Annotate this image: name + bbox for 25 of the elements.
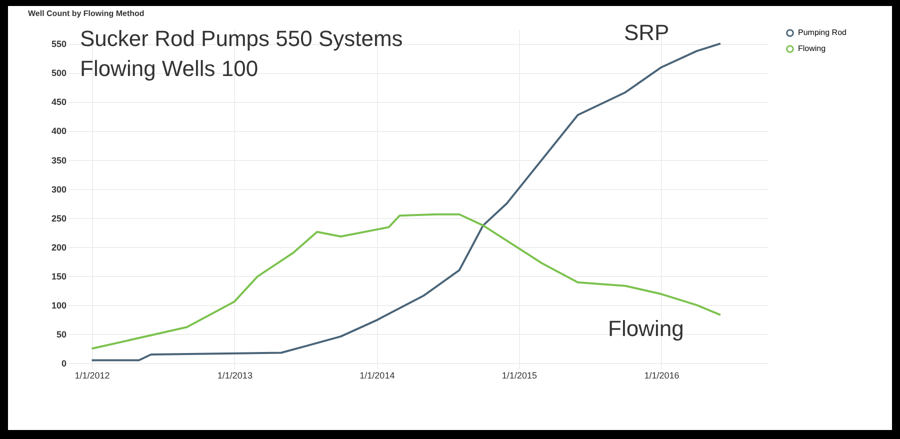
y-tick-label: 550 bbox=[51, 39, 66, 50]
y-tick-label: 450 bbox=[51, 97, 66, 108]
x-tick-label: 1/1/2012 bbox=[74, 370, 110, 380]
y-tick-label: 50 bbox=[56, 330, 66, 340]
y-tick-label: 300 bbox=[51, 184, 66, 194]
y-tick-label: 200 bbox=[51, 242, 66, 252]
y-tick-label: 350 bbox=[51, 155, 66, 166]
line-series bbox=[90, 213, 722, 350]
y-tick-label: 400 bbox=[51, 126, 66, 136]
x-tick-label: 1/1/2016 bbox=[644, 370, 680, 380]
annotation: SRP bbox=[624, 20, 670, 45]
x-tick-label: 1/1/2014 bbox=[360, 370, 395, 380]
y-tick-label: 250 bbox=[51, 213, 66, 224]
y-tick-label: 100 bbox=[51, 300, 66, 311]
legend-label: Flowing bbox=[798, 44, 826, 53]
annotation: Sucker Rod Pumps 550 Systems bbox=[80, 26, 403, 51]
y-tick-label: 150 bbox=[51, 272, 66, 282]
annotation: Flowing bbox=[608, 316, 684, 341]
chart-title: Well Count by Flowing Method bbox=[28, 9, 144, 18]
x-tick-label: 1/1/2013 bbox=[217, 370, 252, 380]
annotation: Flowing Wells 100 bbox=[80, 56, 258, 81]
legend-label: Pumping Rod bbox=[798, 28, 846, 37]
x-tick-label: 1/1/2015 bbox=[502, 370, 537, 380]
y-tick-label: 0 bbox=[61, 358, 66, 369]
y-tick-label: 500 bbox=[51, 68, 66, 78]
